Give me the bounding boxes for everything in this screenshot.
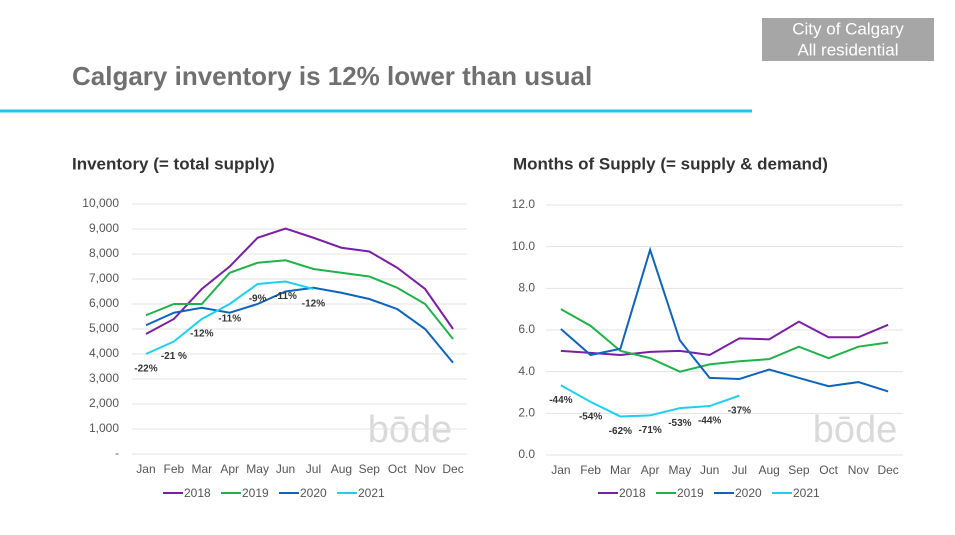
x-tick-label: Mar — [610, 463, 631, 477]
x-tick-label: Jan — [551, 463, 570, 477]
annotation: -12% — [190, 329, 213, 340]
legend-label: 2018 — [619, 486, 646, 500]
y-tick-label: 4.0 — [518, 364, 535, 378]
y-tick-label: 3,000 — [89, 371, 119, 385]
x-tick-label: May — [246, 462, 269, 476]
x-tick-label: Nov — [848, 463, 869, 477]
annotation: -44% — [549, 395, 572, 406]
chart-title: Months of Supply (= supply & demand) — [513, 154, 828, 173]
y-tick-label: 10,000 — [82, 196, 119, 210]
x-tick-label: Apr — [641, 463, 660, 477]
y-tick-label: 7,000 — [89, 271, 119, 285]
x-tick-label: Jul — [306, 462, 321, 476]
y-tick-label: 2.0 — [518, 406, 535, 420]
y-tick-label: 5,000 — [89, 321, 119, 335]
y-tick-label: 0.0 — [518, 447, 535, 461]
chart-title: Inventory (= total supply) — [72, 154, 275, 173]
x-tick-label: Jun — [276, 462, 295, 476]
legend-label: 2019 — [242, 486, 269, 500]
badge — [762, 18, 934, 61]
annotation: -71% — [638, 425, 661, 436]
slide-title: Calgary inventory is 12% lower than usua… — [72, 61, 592, 91]
x-tick-label: Apr — [220, 462, 239, 476]
x-tick-label: Dec — [442, 462, 463, 476]
x-tick-label: May — [669, 463, 692, 477]
y-tick-label: 4,000 — [89, 346, 119, 360]
badge-line: City of Calgary — [792, 19, 904, 38]
series-line — [560, 320, 889, 357]
annotation: -12% — [302, 299, 325, 310]
legend-label: 2020 — [300, 486, 327, 500]
x-tick-label: Jul — [732, 463, 747, 477]
logo: bōde — [813, 409, 898, 451]
y-tick-label: 10.0 — [512, 239, 536, 253]
x-tick-label: Feb — [164, 462, 185, 476]
x-tick-label: Jun — [700, 463, 719, 477]
x-tick-label: Sep — [788, 463, 810, 477]
annotation: -53% — [668, 418, 691, 429]
annotation: -11% — [218, 314, 241, 325]
y-tick-label: - — [115, 446, 119, 460]
x-tick-label: Dec — [877, 463, 898, 477]
x-tick-label: Jan — [136, 462, 155, 476]
annotation: -22% — [134, 364, 157, 375]
y-tick-label: 8.0 — [518, 281, 535, 295]
y-tick-label: 1,000 — [89, 421, 119, 435]
x-tick-label: Aug — [331, 462, 352, 476]
y-tick-label: 9,000 — [89, 221, 119, 235]
series-line — [560, 384, 740, 418]
annotation: -62% — [609, 426, 632, 437]
logo: bōde — [368, 409, 453, 451]
badge-line: All residential — [797, 40, 898, 59]
x-tick-label: Nov — [414, 462, 435, 476]
series-line — [145, 286, 454, 364]
y-tick-label: 12.0 — [512, 197, 536, 211]
annotation: -37% — [728, 405, 751, 416]
x-tick-label: Mar — [191, 462, 212, 476]
series-line — [145, 227, 454, 335]
x-tick-label: Feb — [580, 463, 601, 477]
x-tick-label: Aug — [758, 463, 779, 477]
annotation: -54% — [579, 412, 602, 423]
legend-label: 2019 — [677, 486, 704, 500]
y-tick-label: 8,000 — [89, 246, 119, 260]
annotation: -9% — [249, 294, 267, 305]
series-line — [560, 308, 889, 373]
y-tick-label: 6.0 — [518, 322, 535, 336]
y-tick-label: 6,000 — [89, 296, 119, 310]
annotation: -11% — [274, 291, 297, 302]
legend-label: 2021 — [793, 486, 820, 500]
legend-label: 2018 — [184, 486, 211, 500]
series-line — [145, 280, 314, 355]
series-line — [145, 259, 454, 340]
y-tick-label: 2,000 — [89, 396, 119, 410]
legend-label: 2020 — [735, 486, 762, 500]
series-line — [560, 246, 889, 393]
x-tick-label: Oct — [388, 462, 407, 476]
legend-label: 2021 — [358, 486, 385, 500]
x-tick-label: Sep — [359, 462, 381, 476]
x-tick-label: Oct — [819, 463, 838, 477]
annotation: -44% — [698, 416, 721, 427]
annotation: -21 % — [161, 351, 187, 362]
